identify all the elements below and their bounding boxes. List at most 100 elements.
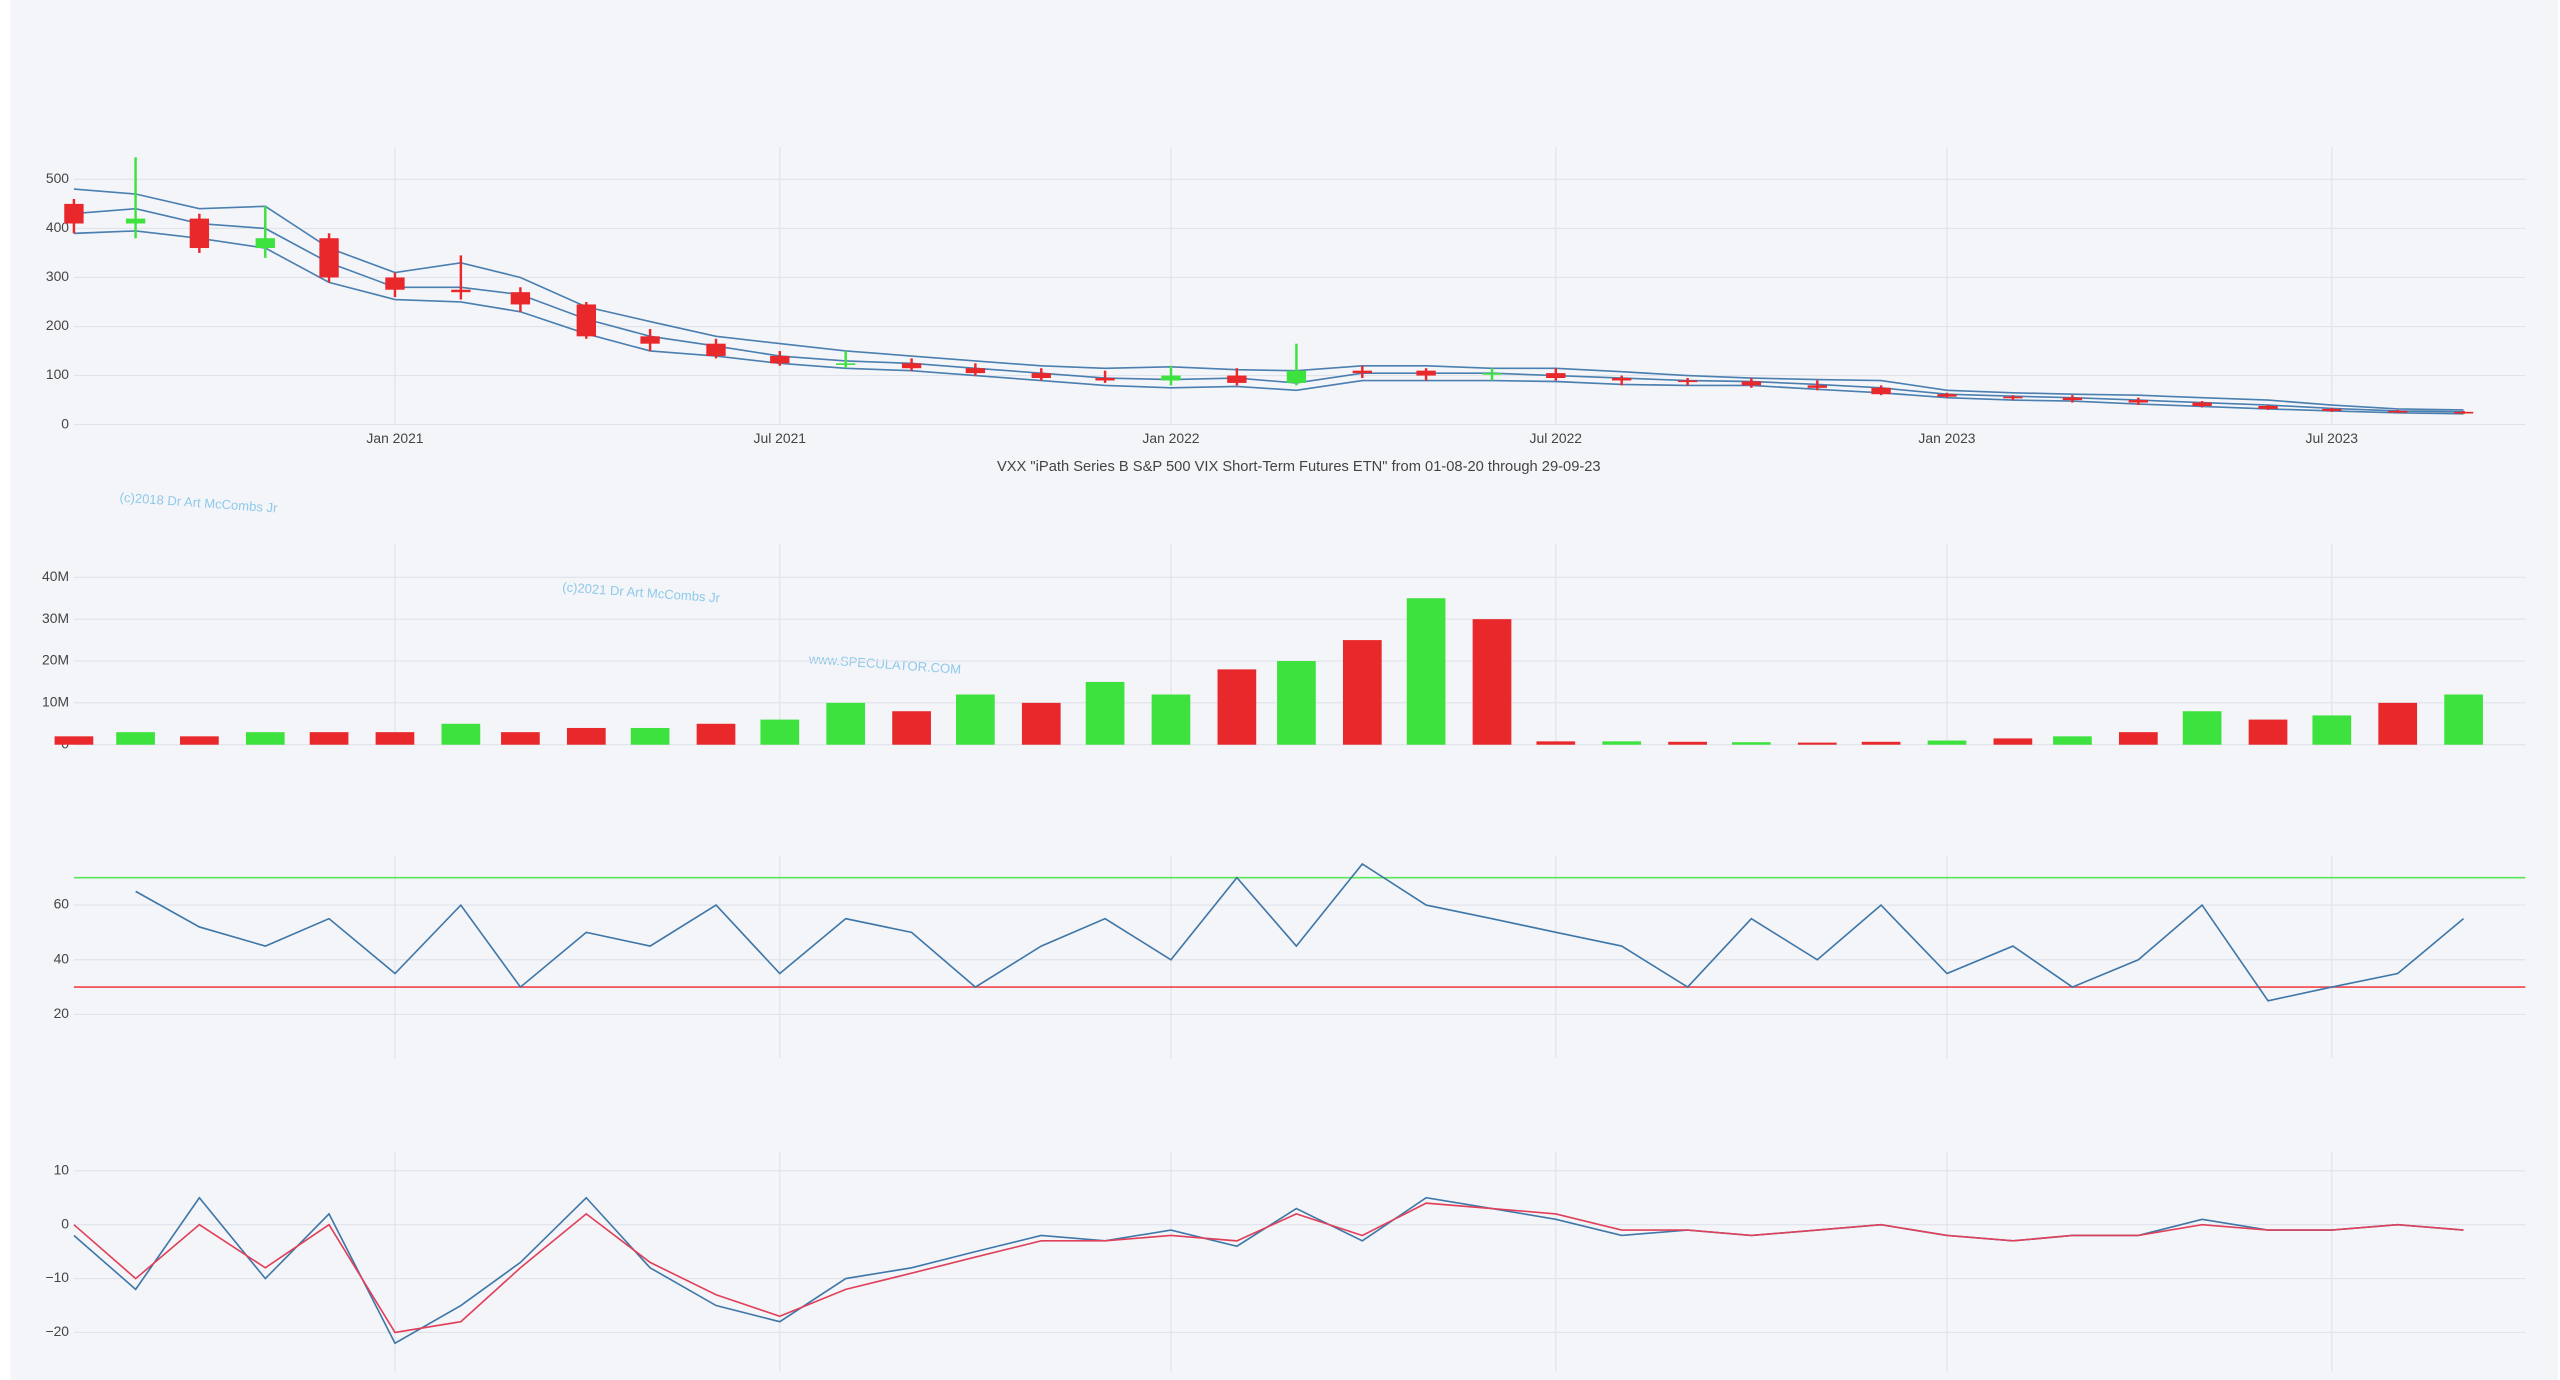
- volume-bar: [826, 702, 866, 745]
- candle-body: [2388, 410, 2408, 413]
- candle-body: [1031, 373, 1051, 379]
- candle-body: [451, 289, 471, 293]
- candle-body: [64, 203, 84, 224]
- candle-body: [510, 292, 531, 305]
- candle-body: [1677, 380, 1698, 383]
- candle-body: [2322, 408, 2342, 411]
- volume-bar: [2053, 736, 2092, 745]
- candle-body: [1807, 385, 1827, 388]
- candle-body: [770, 355, 790, 364]
- chart-title: VXX "iPath Series B S&P 500 VIX Short-Te…: [997, 459, 1601, 475]
- candle-body: [1161, 375, 1181, 381]
- volume-bar: [1602, 741, 1642, 745]
- volume-bar: [892, 711, 931, 745]
- y-tick-label: 10: [54, 1161, 70, 1177]
- candle-body: [965, 368, 986, 374]
- candle-body: [1286, 370, 1307, 383]
- candle-body: [2258, 405, 2278, 409]
- volume-bar: [1668, 741, 1707, 745]
- y-tick-label: 300: [46, 268, 69, 284]
- x-tick-label: Jul 2021: [754, 430, 807, 446]
- candle-body: [836, 363, 856, 365]
- candle-body: [1227, 375, 1247, 383]
- volume-bar: [630, 727, 670, 745]
- volume-bar: [1151, 694, 1191, 745]
- volume-bar: [1277, 661, 1316, 745]
- volume-bar: [441, 723, 481, 745]
- series-line: [73, 1202, 2464, 1334]
- volume-bar: [1217, 669, 1257, 745]
- volume-bar: [2378, 702, 2418, 745]
- volume-bar: [245, 732, 285, 745]
- bollinger-band: [73, 207, 2464, 413]
- candle-body: [1546, 373, 1566, 379]
- volume-bar: [956, 694, 995, 745]
- y-tick-label: 30M: [42, 610, 69, 626]
- y-tick-label: 20: [54, 1005, 70, 1021]
- volume-bar: [1797, 742, 1837, 745]
- y-tick-label: 500: [46, 170, 69, 186]
- x-tick-label: Jul 2023: [2306, 430, 2359, 446]
- volume-bar: [2118, 732, 2158, 745]
- y-tick-label: −20: [45, 1323, 69, 1339]
- x-tick-label: Jan 2023: [1918, 430, 1975, 446]
- volume-bar: [696, 723, 736, 745]
- volume-bar: [1406, 598, 1446, 745]
- candle-body: [1352, 370, 1372, 374]
- candle-body: [2192, 402, 2212, 406]
- volume-bar: [2248, 719, 2288, 745]
- candle-body: [1871, 387, 1891, 395]
- y-tick-label: 100: [46, 366, 69, 382]
- candle-body: [2003, 396, 2023, 399]
- series-line: [135, 862, 2465, 1002]
- candle-body: [1095, 378, 1115, 381]
- volume-bar: [1732, 742, 1771, 745]
- x-tick-label: Jan 2021: [366, 430, 423, 446]
- volume-bar: [309, 732, 349, 745]
- volume-bar: [1536, 741, 1576, 745]
- y-tick-label: 40M: [42, 568, 69, 584]
- y-tick-label: −10: [45, 1269, 69, 1285]
- candle-body: [1937, 394, 1957, 397]
- candle-body: [2062, 397, 2083, 401]
- candle-body: [319, 238, 339, 278]
- volume-bar: [1472, 619, 1512, 745]
- volume-bar: [1927, 740, 1967, 745]
- y-tick-label: 400: [46, 219, 69, 235]
- volume-bar: [1085, 681, 1125, 745]
- candle-body: [2453, 411, 2474, 414]
- x-tick-label: Jul 2022: [1530, 430, 1583, 446]
- bollinger-band: [73, 188, 2464, 411]
- candle-body: [385, 277, 405, 290]
- volume-bar: [54, 736, 94, 745]
- y-tick-label: 20M: [42, 652, 69, 668]
- bollinger-band: [73, 230, 2464, 415]
- y-tick-label: 10M: [42, 694, 69, 710]
- candle-body: [576, 304, 596, 337]
- volume-bar: [375, 732, 415, 745]
- volume-bar: [501, 732, 540, 745]
- candle-body: [1741, 381, 1762, 386]
- candle-body: [2128, 400, 2149, 403]
- y-tick-label: 40: [54, 950, 70, 966]
- candle-body: [125, 218, 146, 224]
- volume-bar: [116, 732, 155, 745]
- candle-body: [1482, 373, 1502, 375]
- candle-body: [706, 343, 726, 356]
- candle-body: [901, 363, 922, 369]
- volume-bar: [1993, 738, 2033, 745]
- volume-bar: [1861, 741, 1901, 745]
- volume-bar: [566, 727, 606, 745]
- x-tick-label: Jan 2022: [1142, 430, 1199, 446]
- y-tick-label: 60: [54, 896, 70, 912]
- y-tick-label: 0: [61, 1215, 69, 1231]
- candle-body: [1612, 378, 1632, 381]
- volume-bar: [760, 719, 800, 745]
- volume-bar: [2444, 694, 2483, 745]
- y-tick-label: 0: [61, 415, 69, 431]
- volume-bar: [180, 736, 219, 745]
- volume-bar: [2312, 715, 2352, 745]
- volume-bar: [1021, 702, 1061, 745]
- candle-body: [1416, 370, 1436, 376]
